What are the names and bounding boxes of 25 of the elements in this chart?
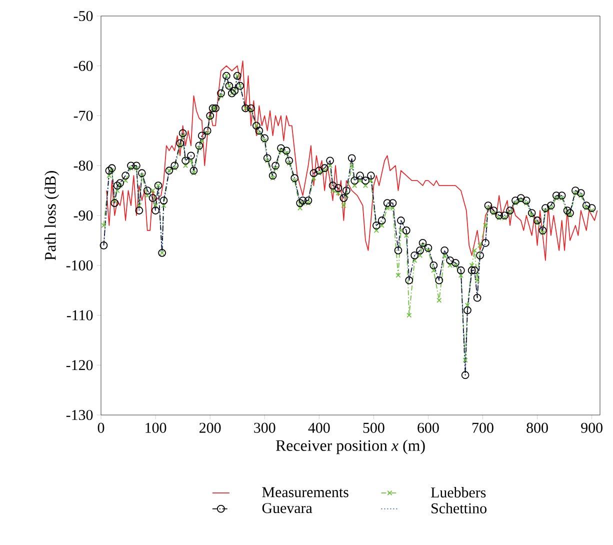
- y-tick-label: -130: [66, 410, 93, 420]
- x-tick-label: 500: [363, 422, 384, 433]
- legend-label: Schettino: [432, 502, 486, 514]
- y-tick-label: -90: [74, 210, 93, 221]
- y-tick-label: -70: [74, 110, 93, 121]
- x-tick-label: 400: [308, 422, 330, 433]
- y-tick-label: -120: [66, 360, 93, 370]
- x-tick-label: 900: [581, 422, 602, 433]
- x-tick-label: 100: [146, 422, 166, 433]
- x-axis-title: Receiver position x (m): [276, 440, 425, 454]
- y-tick-label: -110: [66, 310, 93, 320]
- legend-label: Guevara: [262, 503, 312, 514]
- y-axis-title: Path loss (dB): [44, 171, 59, 260]
- y-tick-label: -50: [74, 10, 93, 22]
- x-tick-label: 200: [200, 422, 221, 433]
- y-tick-label: -100: [66, 260, 93, 270]
- y-tick-label: -80: [74, 160, 93, 171]
- x-tick-label: 300: [254, 422, 276, 433]
- x-tick-label: 800: [526, 422, 548, 433]
- y-tick-label: -60: [74, 60, 93, 71]
- x-tick-label: 700: [472, 422, 494, 433]
- x-tick-label: 0: [98, 422, 104, 433]
- legend-label: Luebbers: [431, 487, 486, 498]
- legend-label: Measurements: [262, 487, 348, 498]
- x-tick-label: 600: [418, 422, 439, 433]
